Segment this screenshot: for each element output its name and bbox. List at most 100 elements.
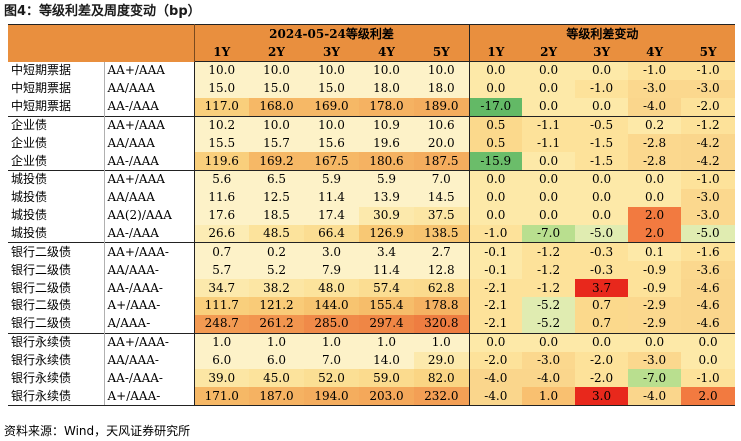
spread-value-cell: 13.9	[359, 188, 414, 207]
rating-pair-cell: AA-/AAA	[104, 97, 195, 117]
table-row: 中短期票据 AA/AAA 15.0 15.0 15.0 18.0 18.0 0.0 0.0 -1.…	[8, 79, 736, 98]
tenor-header: 1Y	[468, 43, 523, 62]
spread-value-cell: 6.5	[249, 170, 304, 189]
spread-value-cell: 5.6	[194, 170, 249, 189]
change-value-cell: 0.0	[522, 61, 576, 80]
table-row: 银行永续债 AA/AAA- 6.0 6.0 7.0 14.0 29.0 -2.0 -3.0 -2.…	[8, 351, 736, 370]
spread-value-cell: 0.2	[249, 242, 304, 262]
change-value-cell: -4.6	[681, 314, 736, 334]
table-row: 企业债 AA-/AAA 119.6 169.2 167.5 180.6 187.5 -15.9…	[8, 152, 736, 171]
change-value-cell: -1.2	[522, 279, 576, 297]
spread-group-header: 2024-05-24等级利差	[194, 24, 470, 43]
spread-value-cell: 19.6	[359, 134, 414, 153]
change-value-cell: -2.0	[468, 351, 523, 370]
spread-value-cell: 3.4	[359, 242, 414, 262]
spread-value-cell: 7.0	[414, 170, 470, 189]
spread-value-cell: 62.8	[414, 279, 470, 297]
change-value-cell: 0.0	[575, 188, 629, 207]
change-value-cell: -1.2	[522, 242, 576, 262]
rating-pair-cell: AA/AAA	[104, 79, 195, 98]
bond-type-cell: 银行永续债	[8, 369, 105, 388]
change-value-cell: -5.2	[522, 314, 576, 334]
spread-value-cell: 12.8	[414, 261, 470, 280]
change-value-cell: -1.0	[468, 224, 523, 243]
change-value-cell: -0.1	[468, 261, 523, 280]
change-value-cell: 2.0	[628, 206, 682, 225]
spread-value-cell: 15.0	[304, 79, 359, 98]
spread-value-cell: 5.9	[359, 170, 414, 189]
table-row: 城投债 AA(2)/AAA 17.6 18.5 17.4 30.9 37.5 0.0 0.0 0.…	[8, 206, 736, 225]
change-value-cell: -3.0	[628, 351, 682, 370]
change-group-header: 等级利差变动	[468, 24, 736, 43]
change-value-cell: -15.9	[468, 152, 523, 171]
rating-pair-cell: AA+/AAA	[104, 115, 195, 135]
bond-type-cell: 城投债	[8, 188, 105, 207]
spread-value-cell: 18.5	[249, 206, 304, 225]
change-value-cell: -0.3	[575, 242, 629, 262]
change-value-cell: -4.0	[628, 97, 682, 117]
change-value-cell: -2.1	[468, 296, 523, 315]
change-value-cell: -3.0	[628, 79, 682, 98]
change-value-cell: 3.0	[575, 387, 629, 407]
spread-value-cell: 203.0	[359, 387, 414, 407]
change-value-cell: -1.1	[522, 134, 576, 153]
change-value-cell: 0.0	[681, 351, 736, 370]
spread-value-cell: 10.0	[359, 61, 414, 80]
bond-type-cell: 中短期票据	[8, 97, 105, 117]
spread-value-cell: 187.0	[249, 387, 304, 407]
spread-value-cell: 20.0	[414, 134, 470, 153]
rating-pair-cell: AA-/AAA	[104, 224, 195, 243]
spread-value-cell: 194.0	[304, 387, 359, 407]
change-value-cell: 0.0	[468, 61, 523, 80]
rating-pair-cell: AA-/AAA-	[104, 369, 195, 388]
spread-value-cell: 57.4	[359, 279, 414, 297]
change-value-cell: -2.8	[628, 134, 682, 153]
table-row: 银行永续债 AA+/AAA- 1.0 1.0 1.0 1.0 1.0 0.0 0.0 0.0 0.0…	[8, 332, 736, 352]
change-value-cell: -2.0	[575, 351, 629, 370]
spread-value-cell: 187.5	[414, 152, 470, 171]
spread-value-cell: 52.0	[304, 369, 359, 388]
change-value-cell: -1.6	[681, 242, 736, 262]
tenor-header: 3Y	[304, 43, 359, 62]
change-value-cell: 0.0	[468, 332, 523, 352]
change-value-cell: 0.0	[522, 170, 576, 189]
change-value-cell: 0.0	[628, 332, 682, 352]
spread-value-cell: 15.6	[304, 134, 359, 153]
spread-value-cell: 37.5	[414, 206, 470, 225]
spread-value-cell: 15.0	[194, 79, 249, 98]
change-value-cell: 0.0	[628, 188, 682, 207]
change-value-cell: 0.0	[575, 97, 629, 117]
change-value-cell: -0.3	[575, 261, 629, 280]
spread-value-cell: 39.0	[194, 369, 249, 388]
spread-value-cell: 7.0	[304, 351, 359, 370]
change-value-cell: -3.0	[681, 188, 736, 207]
rating-pair-cell: AA-/AAA	[104, 152, 195, 171]
rating-pair-cell: AA/AAA	[104, 188, 195, 207]
rating-pair-cell: AA+/AAA	[104, 170, 195, 189]
bond-type-cell: 银行二级债	[8, 242, 105, 262]
spread-value-cell: 10.0	[249, 115, 304, 135]
spread-value-cell: 248.7	[194, 314, 249, 334]
spread-value-cell: 18.0	[414, 79, 470, 98]
spread-value-cell: 0.7	[194, 242, 249, 262]
spread-value-cell: 10.0	[249, 61, 304, 80]
table-row: 银行二级债 A/AAA- 248.7 261.2 285.0 297.4 320.8 -2.1…	[8, 314, 736, 334]
spread-value-cell: 5.7	[194, 261, 249, 280]
rating-pair-cell: AA+/AAA-	[104, 332, 195, 352]
change-value-cell: 0.0	[575, 170, 629, 189]
spread-value-cell: 155.4	[359, 296, 414, 315]
bond-type-cell: 银行二级债	[8, 314, 105, 334]
spread-value-cell: 48.5	[249, 224, 304, 243]
change-value-cell: 0.0	[468, 188, 523, 207]
change-value-cell: 0.7	[575, 314, 629, 334]
change-value-cell: -5.2	[522, 296, 576, 315]
tenor-header: 5Y	[681, 43, 736, 62]
spread-value-cell: 48.0	[304, 279, 359, 297]
tenor-header: 1Y	[194, 43, 249, 62]
bond-type-cell: 企业债	[8, 152, 105, 171]
spread-value-cell: 14.0	[359, 351, 414, 370]
change-value-cell: -5.0	[681, 224, 736, 243]
change-value-cell: 0.0	[575, 332, 629, 352]
spread-value-cell: 11.6	[194, 188, 249, 207]
bond-type-cell: 银行二级债	[8, 261, 105, 280]
